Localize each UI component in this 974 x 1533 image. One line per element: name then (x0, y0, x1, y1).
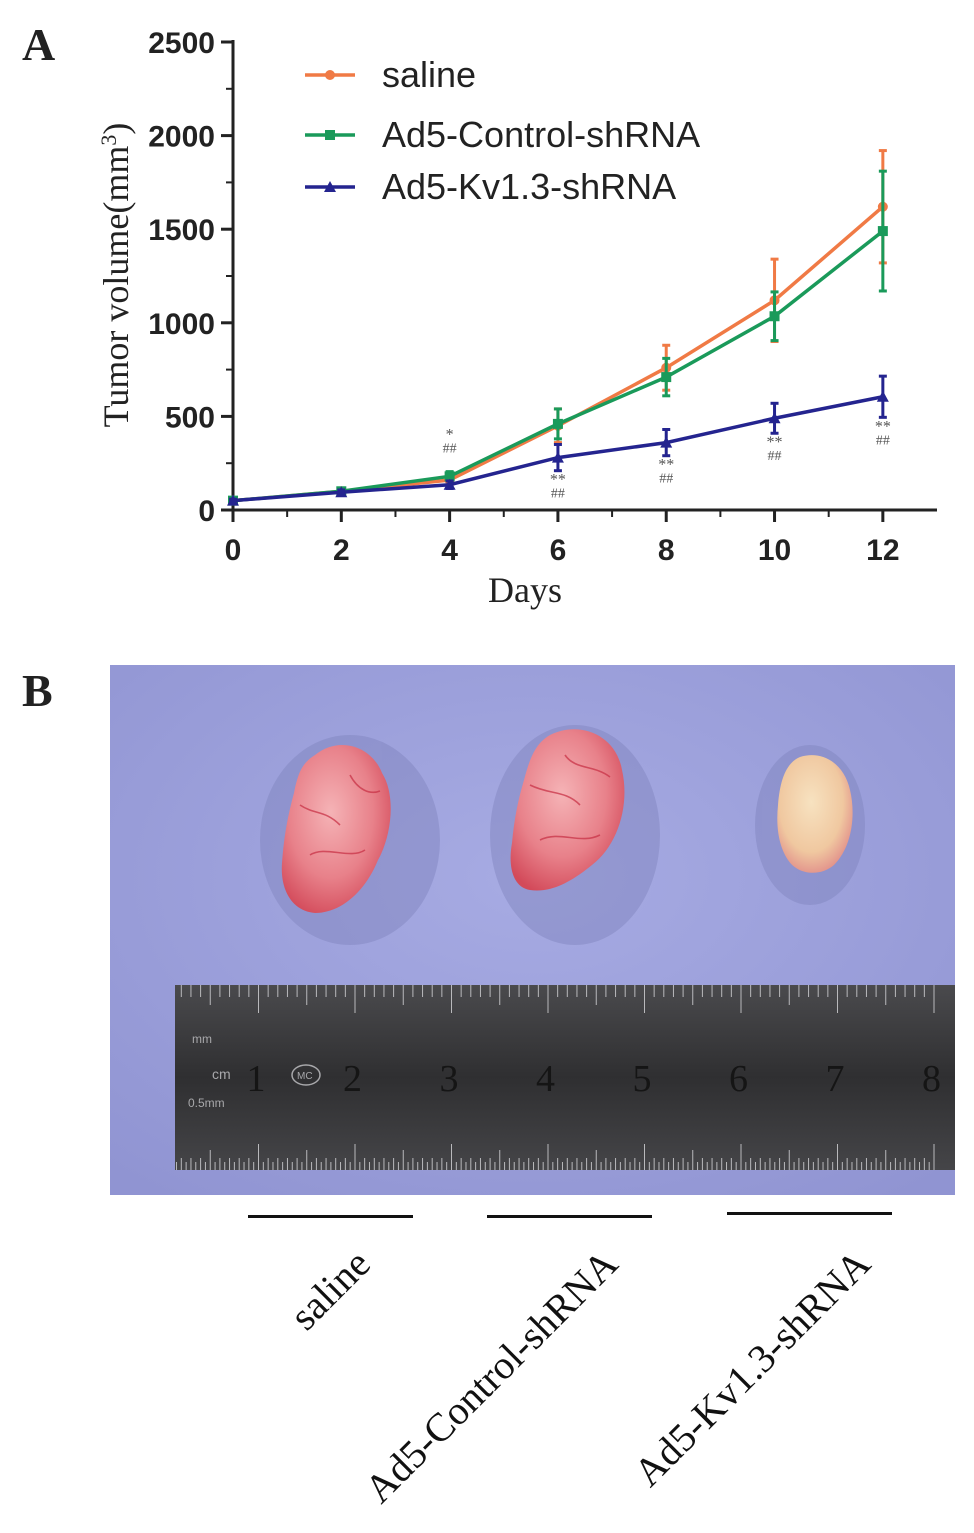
ruler-number-5: 5 (633, 1058, 652, 1100)
annotation-hash-1: ## (551, 487, 565, 502)
tumor-volume-line-chart: 0 500 1000 1500 2000 2500 0 2 4 6 8 10 12 Days Tumor v… (96, 27, 937, 610)
ruler-unit-05mm: 0.5mm (188, 1096, 225, 1110)
annotation-star-0: * (446, 427, 454, 444)
x-axis-label: Days (488, 570, 562, 610)
group-label-kv13: Ad5-Kv1.3-shRNA (624, 1240, 879, 1495)
series-2 (227, 374, 889, 506)
ruler-number-8: 8 (922, 1058, 941, 1100)
y-tick-label-2: 1000 (148, 308, 215, 341)
x-tick-label-5: 10 (758, 534, 791, 567)
ruler-unit-mm: mm (192, 1032, 212, 1046)
ruler-number-7: 7 (826, 1058, 845, 1100)
point-2-3 (551, 451, 564, 463)
tumor-photo: 1 2 3 4 5 6 7 8 mm cm 0.5mm MC (110, 665, 955, 1195)
point-2-5 (768, 412, 781, 424)
group-label-saline: saline (280, 1240, 379, 1339)
annotation-hash-4: ## (876, 433, 890, 448)
legend-label-1: Ad5-Control-shRNA (382, 114, 700, 155)
point-2-0 (227, 494, 239, 506)
tumor-saline (281, 744, 391, 913)
ruler-number-3: 3 (440, 1058, 459, 1100)
point-1-4 (661, 372, 672, 383)
annotation-star-4: ** (875, 418, 891, 435)
legend-label-2: Ad5-Kv1.3-shRNA (382, 166, 676, 207)
annotation-star-2: ** (658, 457, 674, 474)
ruler: 1 2 3 4 5 6 7 8 mm cm 0.5mm MC (175, 985, 955, 1170)
annotation-star-1: ** (550, 472, 566, 489)
legend-marker-1 (325, 130, 335, 140)
group-label-control: Ad5-Control-shRNA (355, 1240, 627, 1512)
legend-marker-0 (325, 70, 335, 80)
group-underline-saline (248, 1215, 413, 1218)
annotation-hash-0: ## (443, 442, 457, 457)
legend-label-0: saline (382, 54, 476, 95)
group-underline-kv13 (727, 1212, 892, 1215)
panel-b-label: B (22, 665, 53, 716)
annotation-hash-3: ## (768, 449, 782, 464)
point-1-2 (444, 471, 455, 482)
ruler-number-2: 2 (343, 1058, 362, 1100)
ruler-logo (291, 1064, 321, 1086)
group-underline-control (487, 1215, 652, 1218)
ruler-number-6: 6 (729, 1058, 748, 1100)
tumor-kv13 (777, 755, 853, 873)
x-tick-label-6: 12 (866, 534, 899, 567)
point-2-4 (660, 436, 673, 448)
y-tick-label-1: 500 (165, 401, 215, 434)
legend-marker-2 (324, 181, 336, 192)
point-2-6 (876, 390, 889, 402)
x-tick-label-4: 8 (658, 534, 675, 567)
ruler-unit-cm: cm (212, 1066, 231, 1082)
x-tick-label-1: 2 (333, 534, 350, 567)
y-tick-label-0: 0 (198, 495, 215, 528)
annotation-hash-2: ## (659, 472, 673, 487)
ruler-number-1: 1 (247, 1058, 266, 1100)
ruler-logo-text: MC (297, 1071, 313, 1082)
ruler-number-4: 4 (536, 1058, 555, 1100)
panel-a-label: A (22, 19, 56, 70)
x-tick-label-2: 4 (441, 534, 458, 567)
y-tick-label-4: 2000 (148, 121, 215, 154)
y-tick-label-5: 2500 (148, 27, 215, 60)
point-1-6 (877, 226, 888, 237)
y-axis-label: Tumor volume(mm3) (96, 123, 137, 428)
point-1-5 (769, 311, 780, 322)
point-2-1 (335, 486, 348, 498)
point-1-3 (552, 418, 563, 429)
annotation-star-3: ** (767, 434, 783, 451)
x-tick-label-0: 0 (225, 534, 242, 567)
x-tick-label-3: 6 (550, 534, 567, 567)
vessel-marks (299, 754, 611, 856)
point-2-2 (443, 478, 456, 490)
y-tick-label-3: 1500 (148, 214, 215, 247)
